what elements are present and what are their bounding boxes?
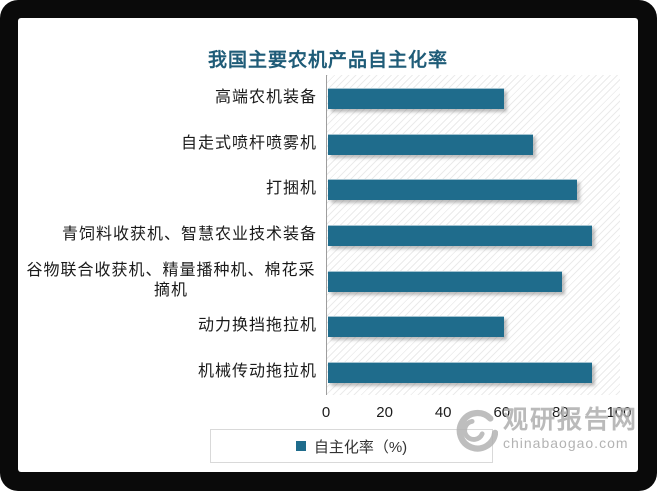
bar-1: [328, 133, 534, 155]
legend-marker-icon: [295, 441, 306, 451]
category-label: 打捆机: [25, 166, 317, 212]
bar-4: [328, 270, 563, 292]
x-tick-label: 100: [606, 404, 632, 421]
chart-panel: 我国主要农机产品自主化率 高端农机装备自走式喷杆喷雾机打捆机青饲料收获机、智慧农…: [18, 18, 638, 472]
category-label-text: 自走式喷杆喷雾机: [180, 134, 317, 152]
bar-5: [328, 316, 504, 338]
category-label-text: 高端农机装备: [214, 88, 317, 106]
plot-area: [326, 75, 620, 395]
category-label-text: 打捆机: [265, 180, 317, 198]
bar-0: [328, 87, 504, 109]
category-label: 机械传动拖拉机: [25, 349, 317, 395]
bar-6: [328, 362, 592, 384]
legend-label: 自主化率（%): [313, 438, 408, 456]
x-tick-label: 60: [493, 404, 511, 421]
chart-title: 我国主要农机产品自主化率: [207, 50, 448, 71]
category-label-text: 谷物联合收获机、精量播种机、棉花采摘机: [26, 261, 316, 299]
category-label: 高端农机装备: [25, 75, 317, 121]
category-label-text: 动力换挡拖拉机: [197, 317, 317, 335]
category-label-text: 青饲料收获机、智慧农业技术装备: [61, 225, 317, 243]
category-label-text: 机械传动拖拉机: [197, 363, 317, 381]
x-tick-label: 0: [321, 404, 331, 421]
category-label: 青饲料收获机、智慧农业技术装备: [25, 212, 317, 258]
x-tick-label: 20: [376, 404, 393, 421]
bar-2: [328, 179, 578, 201]
x-tick-label: 40: [434, 404, 452, 421]
watermark-site-url: chinabaogao.com: [503, 434, 629, 451]
category-label: 自走式喷杆喷雾机: [25, 121, 317, 167]
x-tick-label: 80: [552, 404, 569, 421]
bar-3: [328, 225, 592, 246]
category-label: 谷物联合收获机、精量播种机、棉花采摘机: [25, 258, 317, 304]
category-label: 动力换挡拖拉机: [25, 304, 317, 350]
legend: 自主化率（%): [210, 429, 493, 463]
